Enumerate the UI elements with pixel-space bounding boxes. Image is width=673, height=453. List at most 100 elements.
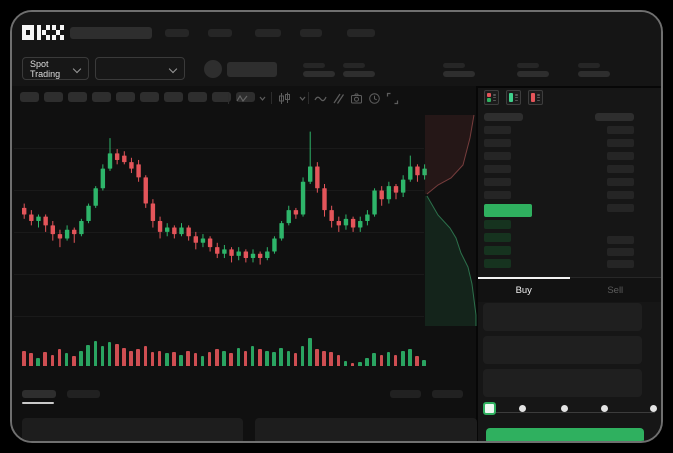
nav-item-skeleton[interactable] xyxy=(300,29,322,37)
chart-toolbar-skeleton[interactable] xyxy=(92,92,111,102)
volume-bar xyxy=(343,360,348,366)
volume-bar xyxy=(236,347,241,366)
slider-stop[interactable] xyxy=(601,405,608,412)
bottom-action-skeleton[interactable] xyxy=(432,390,463,398)
orderbook-row xyxy=(607,165,634,173)
bottom-tab-active-skeleton[interactable] xyxy=(22,390,56,398)
volume-bar xyxy=(393,355,398,366)
volume-bar xyxy=(329,352,334,366)
chart-toolbar-skeleton[interactable] xyxy=(44,92,63,102)
trade-side-panel: Buy Sell xyxy=(478,88,661,441)
pair-selector-dropdown[interactable] xyxy=(95,57,185,80)
volume-bar xyxy=(43,352,48,366)
volume-bar xyxy=(386,352,391,366)
coin-avatar xyxy=(204,60,222,78)
volume-bar xyxy=(136,349,140,366)
tab-sell[interactable]: Sell xyxy=(607,284,624,296)
chart-toolbar-skeleton[interactable] xyxy=(212,92,231,102)
search-bar-skeleton[interactable] xyxy=(70,27,152,39)
volume-bar xyxy=(22,350,26,366)
candlestick-chart[interactable] xyxy=(18,110,428,334)
chart-toolbar-skeleton[interactable] xyxy=(140,92,159,102)
toolbar-divider xyxy=(228,92,229,104)
volume-bar xyxy=(93,340,98,366)
chart-toolbar-skeleton[interactable] xyxy=(116,92,135,102)
price-input-skeleton[interactable] xyxy=(483,303,642,331)
chevron-down-icon[interactable] xyxy=(256,92,269,105)
order-side-tabs: Buy Sell xyxy=(478,277,661,302)
volume-bar xyxy=(100,346,105,366)
chart-toolbar-skeleton[interactable] xyxy=(20,92,39,102)
orderbook-row xyxy=(484,126,511,134)
volume-bar xyxy=(422,359,426,366)
volume-bar xyxy=(143,346,148,366)
orderbook-header-skeleton xyxy=(595,113,634,121)
nav-item-skeleton[interactable] xyxy=(165,29,189,37)
orderbook-row xyxy=(607,236,634,244)
buy-submit-button[interactable] xyxy=(486,428,644,441)
orderbook-bid-row xyxy=(484,233,511,242)
volume-bar xyxy=(257,349,262,366)
bottom-input-skeleton[interactable] xyxy=(22,418,243,441)
draw-tool-icon[interactable] xyxy=(332,92,345,105)
volume-bar xyxy=(165,353,169,366)
amount-slider-handle[interactable] xyxy=(483,402,496,415)
orderbook-row xyxy=(484,191,511,199)
volume-bar xyxy=(250,346,255,366)
line-tool-icon[interactable] xyxy=(314,92,327,105)
volume-bar xyxy=(193,353,198,366)
orderbook-asks-view-icon[interactable] xyxy=(528,90,543,105)
tab-buy[interactable]: Buy xyxy=(478,277,570,302)
volume-bar xyxy=(57,349,62,366)
orderbook-bids-view-icon[interactable] xyxy=(506,90,521,105)
orderbook-split-view-icon[interactable] xyxy=(484,90,499,105)
volume-bar xyxy=(179,354,183,366)
history-clock-icon[interactable] xyxy=(368,92,381,105)
panel-divider xyxy=(476,86,478,441)
fullscreen-icon[interactable] xyxy=(386,92,399,105)
orderbook-row xyxy=(607,139,634,147)
volume-bar xyxy=(308,338,312,366)
volume-bar xyxy=(215,349,219,366)
bottom-action-skeleton[interactable] xyxy=(390,390,421,398)
nav-item-skeleton[interactable] xyxy=(208,29,232,37)
volume-bar xyxy=(322,350,326,366)
chevron-down-icon xyxy=(74,64,81,74)
volume-bar xyxy=(157,350,162,366)
candle-type-icon[interactable] xyxy=(278,92,291,105)
slider-stop[interactable] xyxy=(519,405,526,412)
volume-bar xyxy=(229,353,233,366)
slider-stop[interactable] xyxy=(650,405,657,412)
indicator-wave-icon[interactable] xyxy=(236,92,249,105)
camera-icon[interactable] xyxy=(350,92,363,105)
orderbook-bid-row xyxy=(484,220,511,229)
okx-logo[interactable] xyxy=(22,25,64,40)
chart-toolbar-skeleton[interactable] xyxy=(164,92,183,102)
volume-bar xyxy=(64,353,69,366)
total-input-skeleton[interactable] xyxy=(483,369,642,397)
stat-value-skeleton xyxy=(303,71,335,77)
market-type-dropdown[interactable]: Spot Trading xyxy=(22,57,89,80)
chart-gridline xyxy=(14,190,424,191)
volume-bar xyxy=(186,350,191,366)
orderbook-row xyxy=(607,260,634,268)
amount-slider-track[interactable] xyxy=(489,412,655,413)
volume-bar xyxy=(265,350,269,366)
nav-item-skeleton[interactable] xyxy=(255,29,281,37)
slider-stop[interactable] xyxy=(561,405,568,412)
bottom-input-skeleton[interactable] xyxy=(255,418,477,441)
last-price-highlight[interactable] xyxy=(484,204,532,217)
orderbook-bid-row xyxy=(484,259,511,268)
nav-item-skeleton[interactable] xyxy=(347,29,375,37)
volume-bar xyxy=(107,342,112,366)
volume-bar xyxy=(400,350,405,366)
chevron-down-icon[interactable] xyxy=(296,92,309,105)
stat-value-skeleton xyxy=(517,71,549,77)
volume-bar xyxy=(286,350,291,366)
chart-toolbar-skeleton[interactable] xyxy=(68,92,87,102)
bottom-tab-skeleton[interactable] xyxy=(67,390,100,398)
amount-input-skeleton[interactable] xyxy=(483,336,642,364)
volume-bar xyxy=(358,361,362,366)
chart-toolbar-skeleton[interactable] xyxy=(188,92,207,102)
volume-bar xyxy=(86,345,90,366)
